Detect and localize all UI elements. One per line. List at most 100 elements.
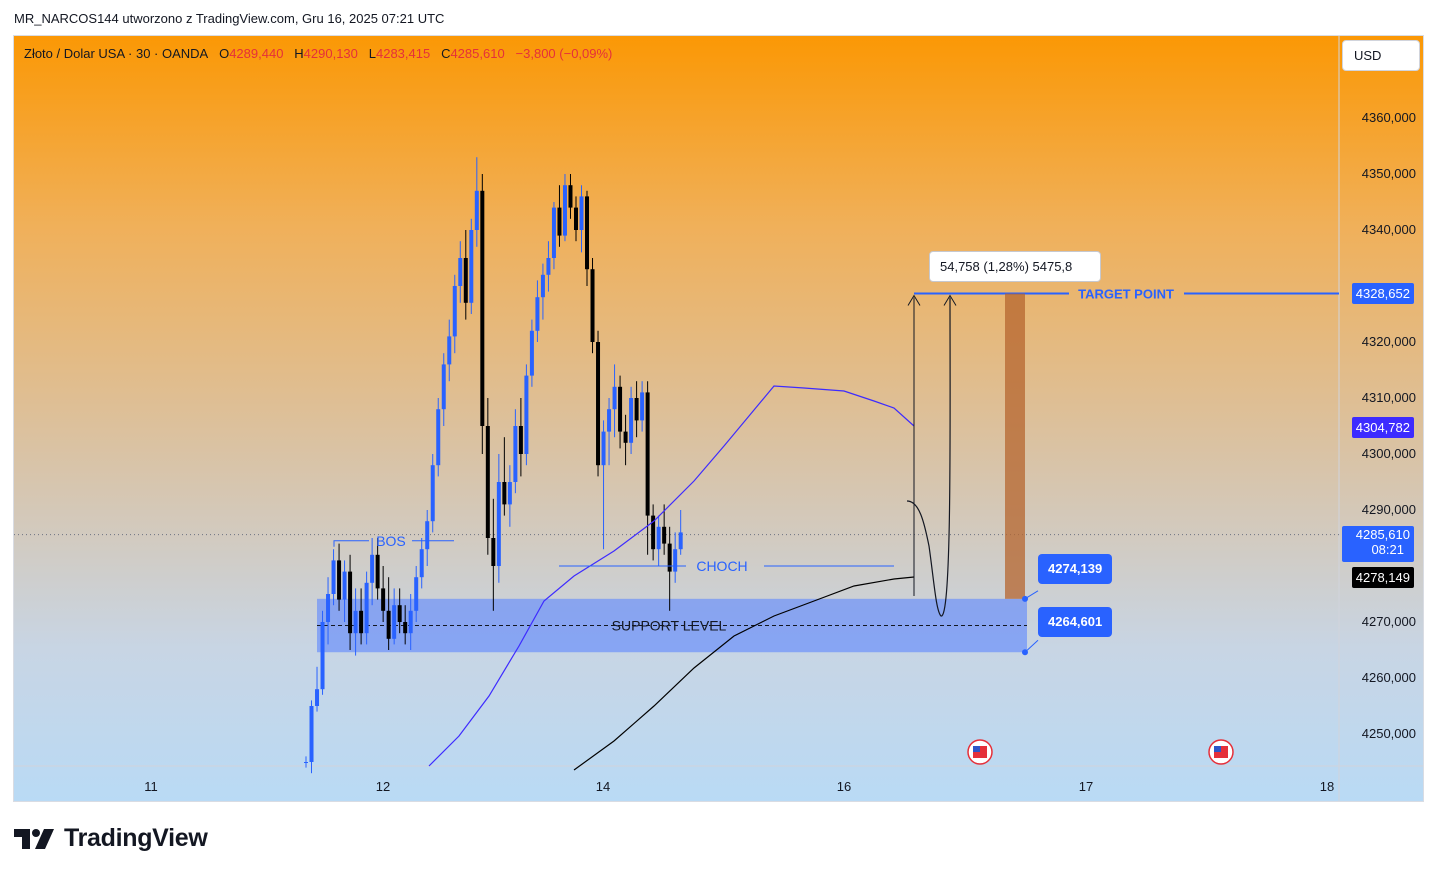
candle-body[interactable]	[634, 398, 639, 421]
candle-body[interactable]	[386, 610, 391, 639]
candle-body[interactable]	[491, 538, 496, 566]
candle-body[interactable]	[408, 610, 413, 634]
candle-body[interactable]	[535, 297, 540, 331]
low-label: L	[368, 46, 376, 61]
candle-body[interactable]	[568, 185, 573, 208]
candle-body[interactable]	[629, 398, 634, 443]
candle-body[interactable]	[425, 521, 430, 550]
candle-body[interactable]	[618, 386, 623, 432]
candle-body[interactable]	[524, 375, 529, 454]
chart-frame[interactable]: SUPPORT LEVEL BOS CHOCH TARGET POINT 4250,00…	[13, 35, 1424, 802]
candle-body[interactable]	[662, 526, 667, 544]
candle-body[interactable]	[315, 689, 320, 706]
candle-body[interactable]	[469, 230, 474, 303]
flag-canton-icon	[1214, 746, 1221, 752]
candle-body[interactable]	[419, 549, 424, 578]
candle-body[interactable]	[474, 190, 479, 230]
candle-body[interactable]	[667, 543, 672, 572]
candle-body[interactable]	[673, 549, 678, 572]
candle-body[interactable]	[353, 610, 358, 634]
candle-body[interactable]	[381, 588, 386, 611]
candle-body[interactable]	[375, 554, 380, 589]
support-level-label: SUPPORT LEVEL	[612, 618, 727, 634]
target-point-label: TARGET POINT	[1078, 287, 1174, 302]
candle-body[interactable]	[326, 594, 331, 622]
candle-body[interactable]	[370, 554, 375, 583]
currency-selector[interactable]: USD	[1342, 40, 1420, 71]
candle-body[interactable]	[557, 207, 562, 236]
candle-body[interactable]	[309, 706, 314, 762]
candle-body[interactable]	[430, 465, 435, 522]
zone-top-leader	[1024, 590, 1039, 600]
candle-body[interactable]	[342, 571, 347, 600]
candle-body[interactable]	[436, 409, 441, 466]
candle-body[interactable]	[651, 515, 656, 550]
candle-body[interactable]	[452, 286, 457, 337]
symbol-legend: Złoto / Dolar USA · 30 · OANDA O4289,440…	[24, 46, 612, 61]
candle-body[interactable]	[359, 610, 364, 634]
candle-body[interactable]	[518, 426, 523, 454]
chart-canvas[interactable]: SUPPORT LEVEL BOS CHOCH TARGET POINT 4250,00…	[14, 36, 1424, 802]
slow-ma-price-tag: 4278,149	[1351, 567, 1414, 588]
bar-countdown: 08:21	[1371, 542, 1404, 557]
candle-body[interactable]	[331, 560, 336, 594]
candle-body[interactable]	[601, 431, 606, 466]
candle-body[interactable]	[507, 482, 512, 505]
zone-top-callout[interactable]: 4274,139	[1038, 554, 1113, 584]
candle-body[interactable]	[656, 526, 661, 550]
candle-body[interactable]	[573, 207, 578, 230]
projection-bar[interactable]	[1005, 293, 1025, 599]
candle-body[interactable]	[447, 336, 452, 365]
candle-body[interactable]	[513, 426, 518, 482]
candle-body[interactable]	[546, 258, 551, 275]
candle-body[interactable]	[414, 577, 419, 611]
candle-body[interactable]	[645, 392, 650, 516]
candle-body[interactable]	[441, 364, 446, 410]
candle-body[interactable]	[304, 762, 308, 763]
candle-body[interactable]	[403, 622, 408, 634]
last-price-tag: 4285,610 08:21	[1342, 526, 1414, 562]
candle-body[interactable]	[579, 196, 584, 230]
time-tick-label: 12	[376, 779, 390, 794]
candle-body[interactable]	[623, 431, 628, 443]
candle-body[interactable]	[397, 605, 402, 622]
chart-background	[14, 36, 1423, 801]
price-tick-label: 4270,000	[1362, 614, 1416, 629]
candle-body[interactable]	[596, 342, 601, 466]
candle-body[interactable]	[337, 560, 342, 600]
ma-price-tag: 4304,782	[1351, 417, 1414, 438]
candle-body[interactable]	[458, 258, 463, 286]
candle-body[interactable]	[392, 605, 397, 639]
close-value: 4285,610	[450, 46, 505, 61]
candle-body[interactable]	[529, 330, 534, 376]
candle-body[interactable]	[551, 207, 556, 258]
candle-body[interactable]	[364, 582, 369, 634]
fast-ma-line	[428, 385, 915, 767]
candle-body[interactable]	[348, 571, 353, 634]
price-tick-label: 4300,000	[1362, 446, 1416, 461]
price-tick-label: 4340,000	[1362, 222, 1416, 237]
candle-body[interactable]	[502, 482, 507, 505]
high-value: 4290,130	[303, 46, 358, 61]
candle-body[interactable]	[590, 269, 595, 342]
candle-body[interactable]	[480, 190, 485, 426]
price-tick-label: 4250,000	[1362, 726, 1416, 741]
candle-body[interactable]	[640, 392, 645, 421]
candle-body[interactable]	[485, 426, 490, 538]
candle-body[interactable]	[320, 622, 325, 690]
close-label: C	[441, 46, 451, 61]
candle-body[interactable]	[612, 386, 617, 410]
tradingview-logo[interactable]: TradingView	[14, 824, 208, 853]
candle-body[interactable]	[585, 196, 590, 270]
candle-body[interactable]	[678, 532, 683, 550]
arrowhead-left	[907, 294, 921, 306]
price-tick-label: 4360,000	[1362, 110, 1416, 125]
candle-body[interactable]	[496, 482, 501, 566]
candle-body[interactable]	[540, 274, 545, 298]
zone-bottom-callout[interactable]: 4264,601	[1038, 607, 1113, 637]
low-value: 4283,415	[375, 46, 431, 61]
last-price-value: 4285,610	[1355, 527, 1410, 542]
candle-body[interactable]	[607, 409, 612, 432]
candle-body[interactable]	[562, 185, 567, 236]
candle-body[interactable]	[463, 258, 468, 303]
